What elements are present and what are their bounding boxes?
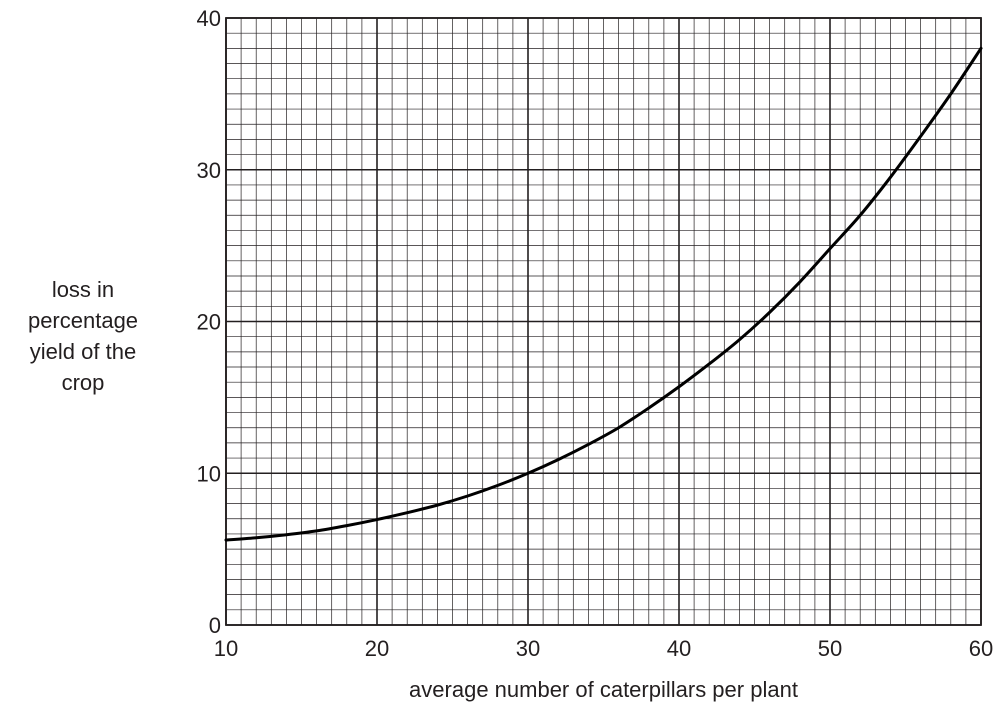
y-tick-label: 10 [197,461,221,486]
y-axis-label-line: percentage [28,308,138,333]
data-line [224,46,983,542]
y-axis-label: loss in percentage yield of the crop [28,277,138,395]
plot-frame [225,17,982,626]
x-tick-label: 40 [667,636,691,661]
y-axis-label-line: crop [62,370,105,395]
y-axis-label-line: yield of the [30,339,136,364]
y-tick-label: 20 [197,310,221,335]
x-tick-label: 50 [818,636,842,661]
y-tick-labels: 0 10 20 30 40 [197,6,221,638]
x-tick-labels: 10 20 30 40 50 60 [214,636,993,661]
y-axis-label-line: loss in [52,277,114,302]
y-tick-label: 30 [197,158,221,183]
x-tick-label: 30 [516,636,540,661]
y-tick-label: 40 [197,6,221,31]
x-tick-label: 20 [365,636,389,661]
grid [225,17,982,626]
x-axis-label: average number of caterpillars per plant [409,677,798,702]
y-tick-label: 0 [209,613,221,638]
x-tick-label: 60 [969,636,993,661]
x-tick-label: 10 [214,636,238,661]
